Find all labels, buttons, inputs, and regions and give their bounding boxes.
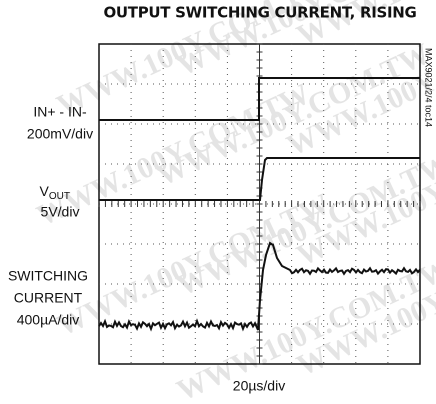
output-trace bbox=[99, 157, 420, 201]
current-label-1: SWITCHING bbox=[8, 268, 88, 284]
time-scale: 20µs/div bbox=[233, 378, 285, 394]
figure-id: MAX9021/2/4 toc14 bbox=[424, 48, 434, 127]
input-scale: 200mV/div bbox=[27, 126, 93, 142]
output-label-main: V bbox=[40, 183, 50, 199]
output-label-sub: OUT bbox=[49, 191, 70, 202]
current-label-2: CURRENT bbox=[14, 290, 83, 306]
output-label: VOUT bbox=[40, 183, 70, 202]
graticule bbox=[98, 43, 421, 365]
current-scale: 400µA/div bbox=[17, 312, 80, 328]
figure-title: OUTPUT SWITCHING CURRENT, RISING bbox=[103, 4, 416, 22]
input-trace bbox=[99, 77, 420, 121]
input-label: IN+ - IN- bbox=[33, 104, 87, 120]
output-scale: 5V/div bbox=[41, 204, 80, 220]
current-trace bbox=[98, 241, 421, 332]
